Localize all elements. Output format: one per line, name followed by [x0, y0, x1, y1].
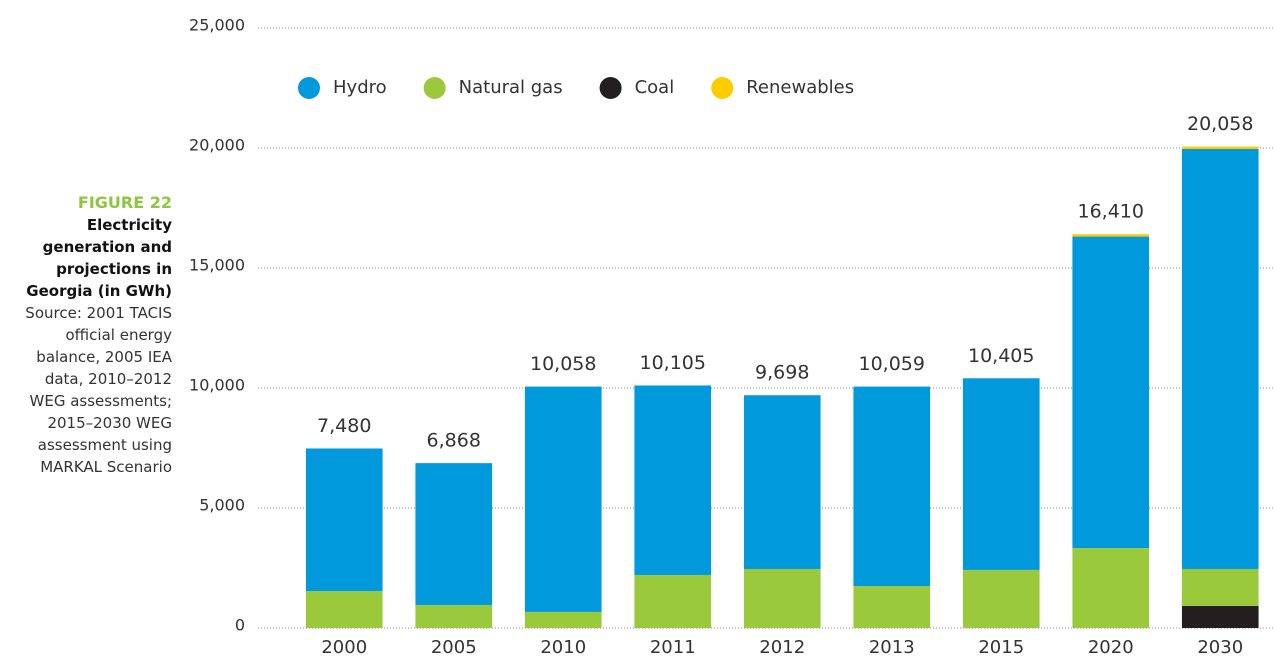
x-tick-label: 2015 — [978, 637, 1024, 657]
total-label: 10,405 — [968, 345, 1034, 367]
total-label: 10,059 — [859, 353, 925, 375]
bar-segment — [1181, 568, 1259, 606]
total-label: 16,410 — [1078, 201, 1144, 223]
bar-segment — [1181, 146, 1259, 150]
total-label: 10,105 — [640, 352, 706, 374]
x-tick-label: 2011 — [650, 637, 696, 657]
legend-label: Hydro — [333, 77, 387, 98]
y-tick-label: 0 — [235, 616, 245, 635]
y-tick-label: 25,000 — [189, 16, 245, 35]
legend-swatch — [423, 77, 446, 99]
x-tick-label: 2005 — [431, 637, 477, 657]
legend-label: Coal — [635, 77, 675, 98]
bar-segment — [634, 385, 712, 575]
bar-segment — [962, 378, 1040, 570]
bar-segment — [1072, 236, 1150, 549]
y-tick-label: 10,000 — [189, 376, 245, 395]
x-tick-label: 2010 — [540, 637, 586, 657]
bar-segment — [305, 591, 383, 628]
bar-segment — [853, 386, 931, 586]
source-note: Source: 2001 TACIS official energy balan… — [25, 304, 172, 476]
x-tick-label: 2030 — [1197, 637, 1243, 657]
bar-segment — [634, 574, 712, 628]
legend-swatch — [599, 77, 622, 99]
figure-label: FIGURE 22 — [77, 193, 172, 212]
chart-title: Electricity generation and projections i… — [26, 216, 172, 300]
bar-segment — [853, 586, 931, 628]
total-label: 9,698 — [755, 362, 809, 384]
legend-swatch — [298, 77, 320, 99]
x-tick-label: 2013 — [869, 637, 915, 657]
bar-segment — [1072, 548, 1150, 628]
legend-label: Natural gas — [459, 77, 563, 98]
total-label: 6,868 — [427, 430, 481, 452]
bar-segment — [1072, 234, 1150, 237]
total-label: 7,480 — [317, 415, 371, 437]
side-panel: FIGURE 22 Electricity generation and pro… — [7, 192, 172, 478]
x-tick-label: 2012 — [759, 637, 805, 657]
y-tick-label: 5,000 — [199, 496, 245, 515]
total-label: 10,058 — [530, 353, 596, 375]
bar-segment — [962, 569, 1040, 628]
bar-segment — [743, 568, 821, 628]
x-tick-label: 2000 — [321, 637, 367, 657]
bar-segment — [743, 395, 821, 569]
y-tick-label: 20,000 — [189, 136, 245, 155]
x-tick-label: 2020 — [1088, 637, 1134, 657]
bar-segment — [1181, 605, 1259, 628]
y-tick-label: 15,000 — [189, 256, 245, 275]
legend-swatch — [711, 77, 734, 99]
bar-segment — [524, 386, 602, 612]
bar-segment — [1181, 149, 1259, 569]
bar-segment — [524, 611, 602, 628]
bar-segment — [415, 604, 493, 628]
bar-segment — [305, 448, 383, 592]
bar-segment — [415, 463, 493, 605]
legend-label: Renewables — [746, 77, 854, 98]
total-label: 20,058 — [1187, 113, 1253, 135]
